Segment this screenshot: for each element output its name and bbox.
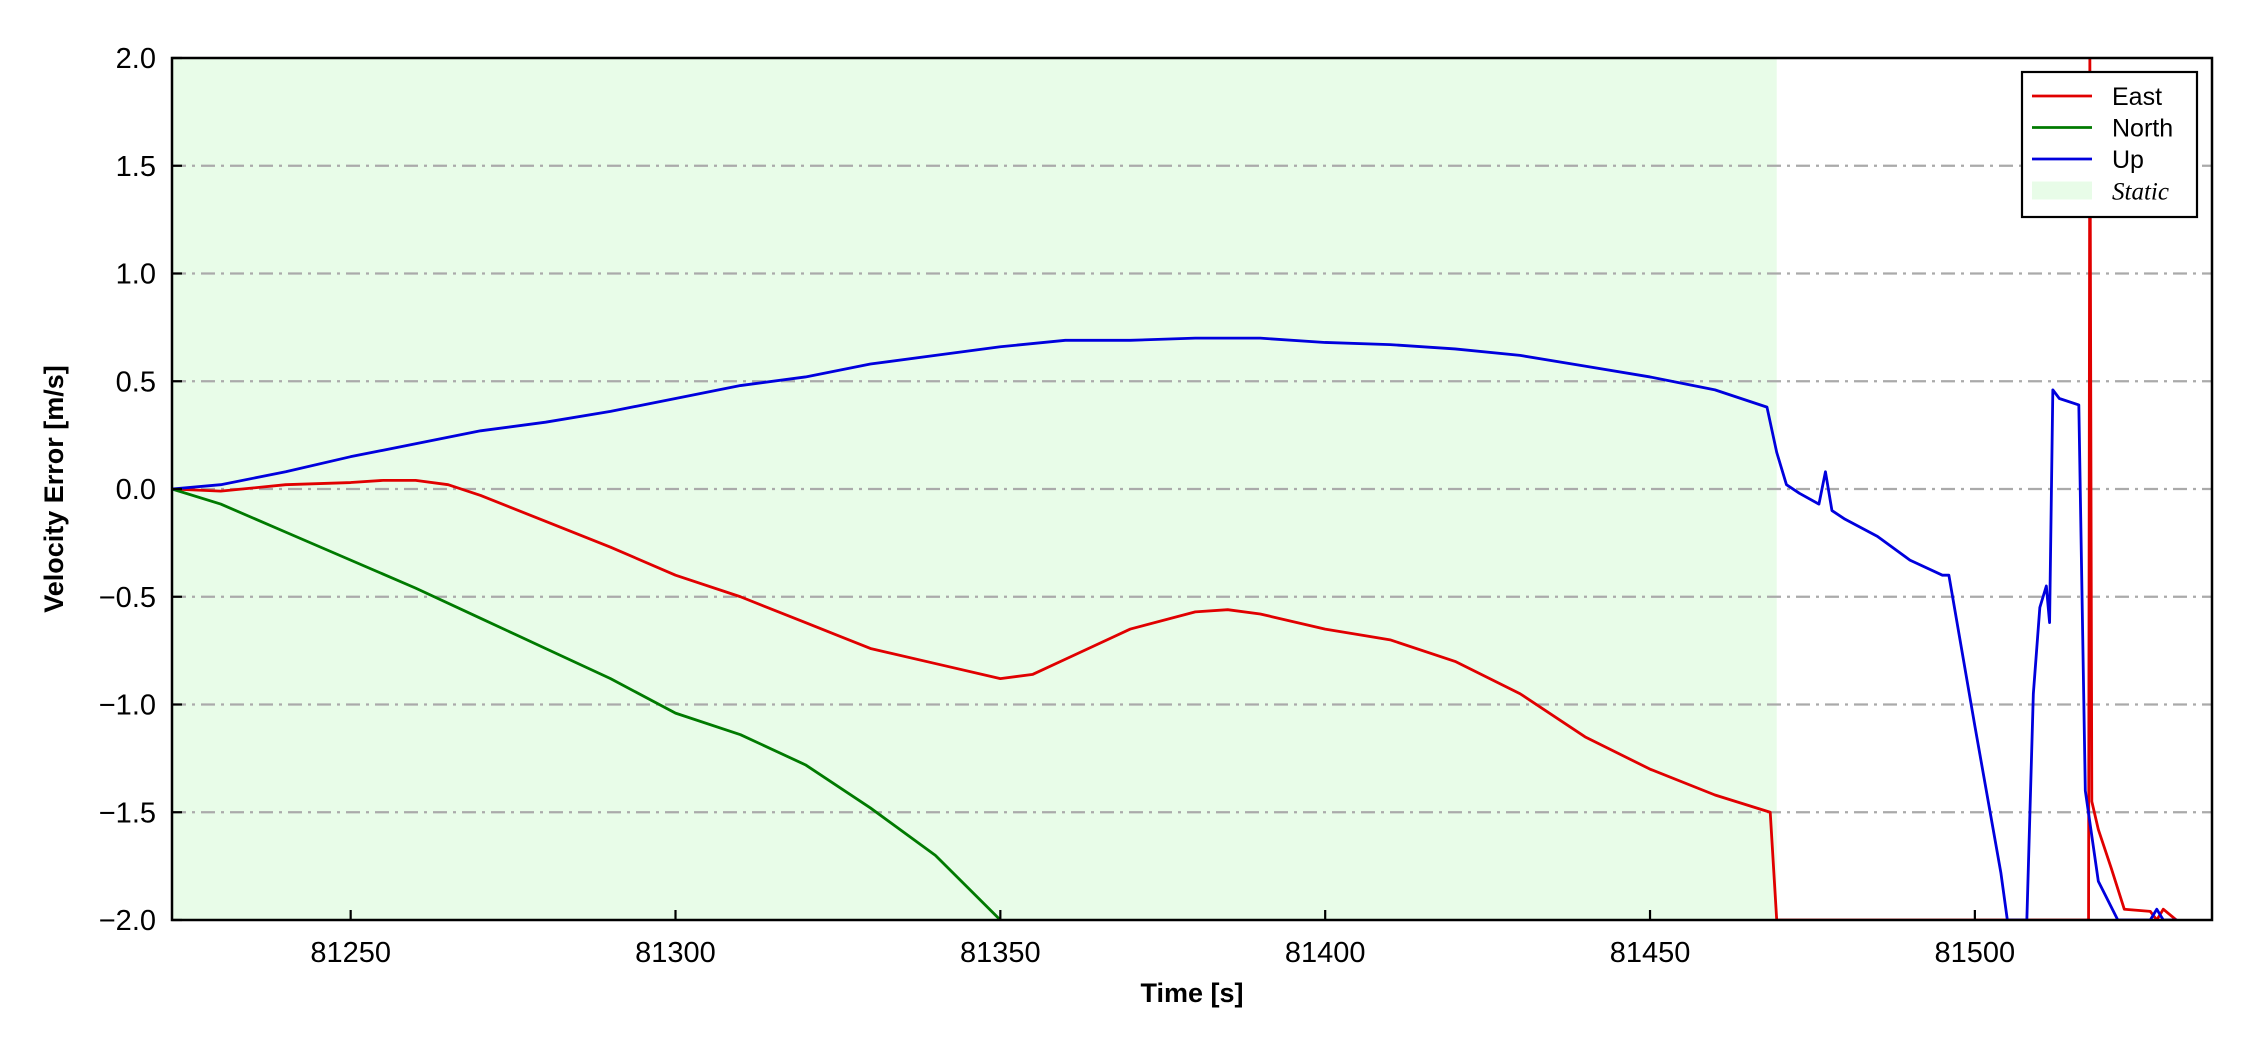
x-tick-label: 81300 — [635, 937, 716, 969]
y-tick-label: 1.5 — [116, 151, 156, 183]
x-tick-label: 81250 — [310, 937, 391, 969]
x-axis-title: Time [s] — [1140, 978, 1243, 1008]
legend-label-static: Static — [2112, 179, 2169, 206]
y-tick-label: −1.5 — [99, 797, 156, 829]
y-tick-label: 0.0 — [116, 474, 156, 506]
y-tick-label: 0.5 — [116, 366, 156, 398]
y-tick-label: −2.0 — [99, 905, 156, 937]
x-tick-label: 81450 — [1610, 937, 1691, 969]
x-tick-label: 81500 — [1935, 937, 2016, 969]
series-line-east — [172, 58, 2178, 920]
y-axis-title: Velocity Error [m/s] — [39, 365, 69, 613]
x-tick-label: 81400 — [1285, 937, 1366, 969]
series-line-north — [172, 487, 1002, 920]
y-tick-label: −0.5 — [99, 582, 156, 614]
x-tick-label: 81350 — [960, 937, 1041, 969]
y-tick-label: 2.0 — [116, 43, 156, 75]
legend: East North Up Static — [2020, 70, 2199, 219]
legend-label-up: Up — [2112, 146, 2144, 174]
series-line-up — [172, 336, 2178, 920]
y-tick-label: −1.0 — [99, 690, 156, 722]
legend-label-east: East — [2112, 83, 2162, 111]
legend-label-north: North — [2112, 115, 2173, 143]
legend-swatch-static — [2032, 181, 2092, 200]
y-tick-label: 1.0 — [116, 259, 156, 291]
